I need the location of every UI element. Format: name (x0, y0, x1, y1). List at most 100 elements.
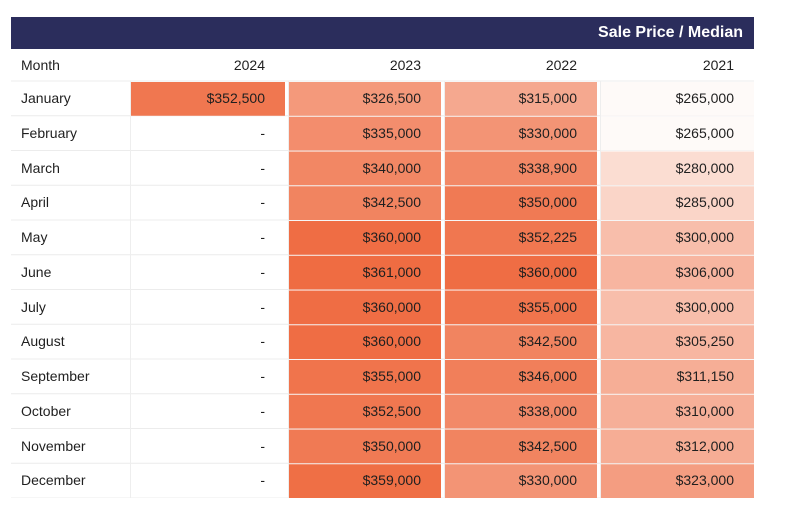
cell-value: $355,000 (518, 298, 577, 315)
cell-value: $360,000 (518, 263, 577, 280)
cell-value: $350,000 (362, 437, 421, 454)
heatmap-cell (445, 360, 597, 394)
cell-value: $352,225 (518, 229, 577, 245)
heatmap-cell (601, 116, 754, 151)
cell-value: $305,250 (675, 333, 734, 350)
heatmap-cell (445, 255, 597, 290)
cell-value: $265,000 (675, 90, 734, 106)
heatmap-cell (445, 186, 597, 220)
cell-value: - (260, 472, 265, 489)
month-label: February (21, 124, 78, 141)
column-header-2022: 2022 (545, 57, 577, 73)
cell-value: - (260, 437, 265, 454)
header-bar: Sale Price / Median (11, 17, 754, 49)
month-label: April (21, 194, 50, 211)
heatmap-cell (601, 325, 754, 359)
heatmap-cell (601, 394, 754, 429)
heatmap-cell (131, 82, 285, 116)
heatmap-cell (289, 394, 441, 429)
heatmap-cell (445, 325, 597, 359)
cell-value: $352,500 (362, 402, 421, 419)
heatmap-cell (289, 360, 441, 394)
column-header-2023: 2023 (389, 57, 421, 73)
month-label: August (21, 333, 65, 350)
heatmap-cell (289, 290, 441, 325)
heatmap-cell (601, 186, 754, 220)
heatmap-cell (289, 186, 441, 220)
cell-value: $359,000 (362, 472, 421, 489)
column-header-2024: 2024 (233, 57, 265, 73)
cell-value: $350,000 (518, 194, 577, 211)
heatmap-cell (601, 221, 754, 255)
cell-value: $360,000 (362, 229, 421, 245)
cell-value: $340,000 (362, 159, 421, 176)
heatmap-cell (289, 151, 441, 186)
heatmap-cell (601, 429, 754, 464)
month-label: July (21, 298, 46, 315)
heatmap-cell (601, 360, 754, 394)
cell-value: $352,500 (206, 90, 265, 106)
cell-value: $326,500 (362, 90, 421, 106)
heatmap-cell (601, 151, 754, 186)
heatmap-cell (445, 221, 597, 255)
cell-value: - (260, 159, 265, 176)
month-label: October (21, 402, 71, 419)
heatmap-cell (601, 290, 754, 325)
row-header-month: Month (21, 57, 60, 73)
month-label: June (21, 263, 52, 280)
cell-value: - (260, 229, 265, 245)
cell-value: $330,000 (518, 472, 577, 489)
heatmap-cell (601, 82, 754, 116)
cell-value: $310,000 (675, 402, 734, 419)
heatmap-cell (289, 221, 441, 255)
heatmap-cell (601, 255, 754, 290)
heatmap-cell (445, 151, 597, 186)
cell-value: $342,500 (362, 194, 421, 211)
month-label: December (21, 472, 86, 489)
cell-value: $342,500 (518, 437, 577, 454)
cell-value: $315,000 (518, 90, 577, 106)
heatmap-cells (11, 80, 754, 498)
cell-value: $338,000 (518, 402, 577, 419)
cell-value: - (260, 124, 265, 141)
heatmap-cell (445, 82, 597, 116)
cell-value: $323,000 (675, 472, 734, 489)
heatmap-cell (289, 116, 441, 151)
heatmap-cell (289, 325, 441, 359)
heatmap-cell (289, 255, 441, 290)
cell-value: - (260, 402, 265, 419)
heatmap-cell (601, 464, 754, 498)
heatmap-cell (445, 464, 597, 498)
month-label: November (21, 437, 86, 454)
cell-value: $335,000 (362, 124, 421, 141)
cell-value: - (260, 194, 265, 211)
month-label: September (21, 368, 90, 384)
heatmap-cell (445, 429, 597, 464)
cell-value: - (260, 368, 265, 384)
cell-value: $355,000 (362, 368, 421, 384)
cell-value: $300,000 (675, 229, 734, 245)
column-header-2021: 2021 (702, 57, 734, 73)
cell-value: $306,000 (675, 263, 734, 280)
heatmap-cell (445, 116, 597, 151)
cell-value: $360,000 (362, 333, 421, 350)
heatmap-cell (289, 82, 441, 116)
cell-value: $346,000 (518, 368, 577, 384)
month-label: March (21, 159, 60, 176)
heatmap-table: Month 2024 2023 2022 2021 January $352,500 $326… (11, 49, 754, 498)
heatmap-cell (289, 464, 441, 498)
cell-value: $312,000 (675, 437, 734, 454)
cell-value: $360,000 (362, 298, 421, 315)
cell-value: $265,000 (675, 124, 734, 141)
month-label: January (21, 90, 71, 106)
heatmap-cell (445, 394, 597, 429)
cell-value: $361,000 (362, 263, 421, 280)
cell-value: - (260, 333, 265, 350)
cell-value: $330,000 (518, 124, 577, 141)
cell-value: $280,000 (675, 159, 734, 176)
cell-value: $338,900 (518, 159, 577, 176)
cell-value: $300,000 (675, 298, 734, 315)
cell-value: - (260, 298, 265, 315)
chart-title: Sale Price / Median (598, 24, 743, 41)
month-label: May (21, 229, 48, 245)
